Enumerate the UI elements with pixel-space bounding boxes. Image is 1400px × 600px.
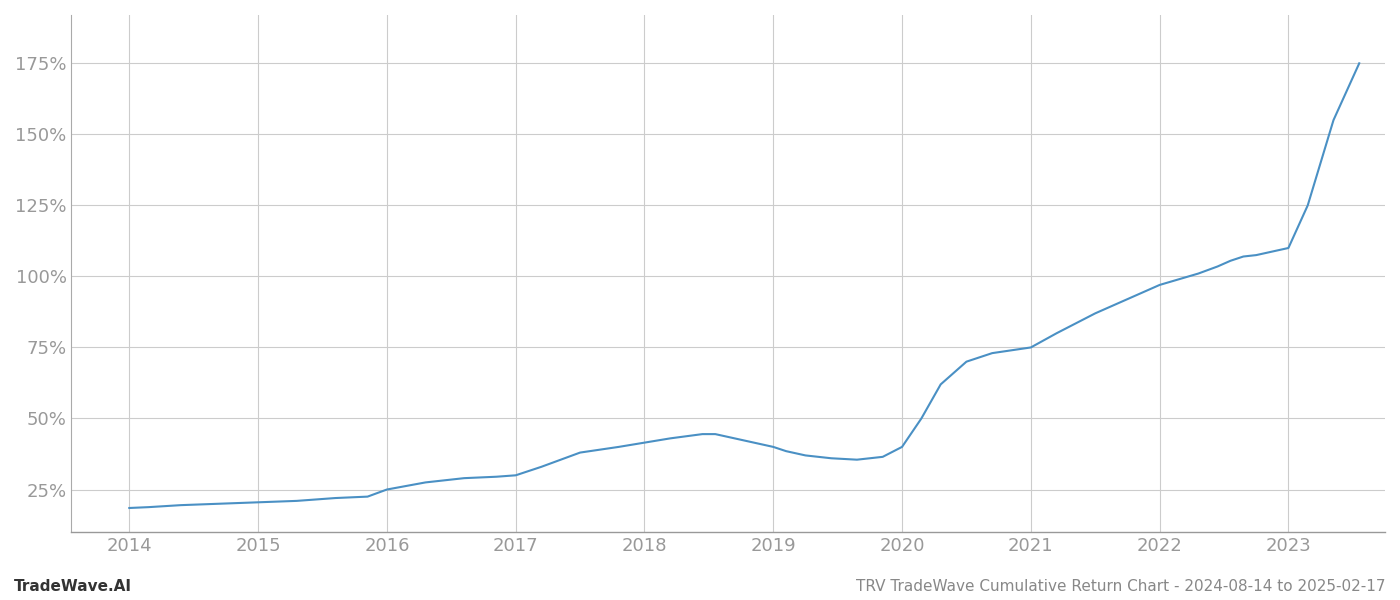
Text: TradeWave.AI: TradeWave.AI [14,579,132,594]
Text: TRV TradeWave Cumulative Return Chart - 2024-08-14 to 2025-02-17: TRV TradeWave Cumulative Return Chart - … [857,579,1386,594]
